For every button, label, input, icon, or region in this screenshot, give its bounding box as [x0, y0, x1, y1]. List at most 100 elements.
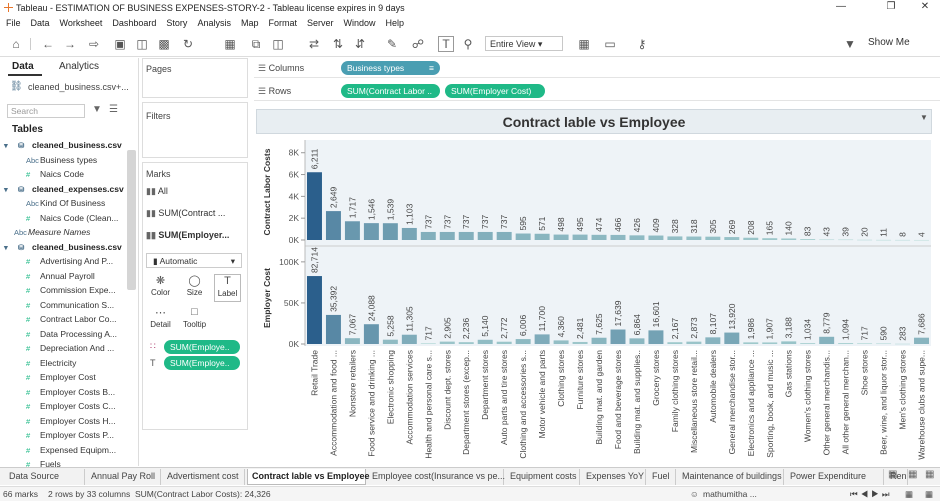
field-item[interactable]: # Depreciation And ... — [26, 343, 114, 357]
pages-card[interactable] — [142, 58, 248, 98]
field-item[interactable]: # Commission Expe... — [26, 285, 116, 299]
sheet-nav-icons[interactable]: ⏮◀▶⏭ — [850, 489, 893, 499]
datasource-name[interactable]: cleaned_business.csv+... — [28, 82, 129, 92]
menu-format[interactable]: Format — [268, 18, 297, 28]
field-item[interactable]: # Annual Payroll — [26, 271, 95, 285]
menu-worksheet[interactable]: Worksheet — [59, 18, 103, 28]
marks-employer[interactable]: ▮▮ SUM(Employer... — [146, 230, 229, 248]
field-item[interactable]: # Communication S... — [26, 300, 114, 314]
menu-server[interactable]: Server — [306, 18, 334, 28]
sort-ascending-icon[interactable]: ⇅ — [332, 37, 344, 51]
clear-sheet-icon[interactable]: ◫ — [272, 37, 284, 51]
refresh-icon[interactable]: ↻ — [182, 37, 194, 51]
tooltip-button[interactable]: □ Tooltip — [181, 306, 208, 334]
presentation-icon[interactable]: ▭ — [604, 37, 616, 51]
field-item[interactable]: # Employer Costs H... — [26, 416, 116, 430]
field-item[interactable]: AbcMeasure Names — [14, 227, 90, 241]
field-item[interactable]: AbcKind Of Business — [26, 198, 105, 212]
tab-data[interactable]: Data — [12, 61, 34, 72]
grid-view-icon[interactable]: ▦ — [905, 489, 914, 499]
field-item[interactable]: # Electricity — [26, 358, 76, 372]
rows-shelf[interactable] — [254, 81, 940, 101]
tab-analytics[interactable]: Analytics — [59, 61, 100, 72]
field-item[interactable]: # Expensed Equipm... — [26, 445, 116, 459]
marks-all[interactable]: ▮▮ All — [146, 186, 168, 204]
new-worksheet-icon[interactable]: ▦ — [224, 37, 236, 51]
menu-window[interactable]: Window — [343, 18, 376, 28]
fit-view-icon[interactable]: ▦ — [578, 37, 590, 51]
sheet-tab[interactable]: Power Expenditure — [786, 469, 884, 485]
swap-icon[interactable]: ⇄ — [308, 37, 320, 51]
data-pane-scrollbar[interactable] — [127, 150, 136, 290]
sheet-tab[interactable]: Advertisment cost — [163, 469, 245, 485]
columns-pill[interactable]: Business types ≡ — [341, 61, 440, 75]
chart[interactable]: 0K 2K 4K 6K 8K Contract Labor Costs 6,211 2,649… — [256, 136, 936, 466]
columns-shelf[interactable] — [254, 58, 940, 78]
new-datasource-icon[interactable]: ◫ — [136, 37, 148, 51]
show-me-button[interactable]: Show Me — [868, 37, 910, 48]
sheet-tab[interactable]: Fuel — [648, 469, 676, 485]
field-item[interactable]: # Naics Code — [26, 169, 84, 183]
restore-icon[interactable]: ❐ — [886, 1, 896, 12]
sheet-tab[interactable]: Equipment costs — [506, 469, 580, 485]
field-item[interactable]: # Employer Costs P... — [26, 430, 114, 444]
marks-contract[interactable]: ▮▮ SUM(Contract ... — [146, 208, 225, 226]
menu-dashboard[interactable]: Dashboard — [112, 18, 157, 28]
chevron-down-icon[interactable]: ▾ — [4, 141, 8, 150]
field-search-input[interactable]: Search — [7, 104, 85, 118]
new-story-tab-icon[interactable]: ▦ — [925, 469, 935, 480]
menu-analysis[interactable]: Analysis — [197, 18, 231, 28]
table-node[interactable]: ▾ ⛁ cleaned_business.csv — [4, 140, 122, 154]
highlight-icon[interactable]: ✎ — [386, 37, 398, 51]
field-item[interactable]: # Fuels — [26, 459, 61, 473]
chevron-down-icon[interactable]: ▾ — [4, 242, 8, 252]
filter-icon[interactable]: ▼ — [92, 104, 102, 115]
menu-data[interactable]: Data — [30, 18, 50, 28]
sheet-tab[interactable]: Expenses YoY — [582, 469, 646, 485]
back-icon[interactable]: ← — [42, 37, 54, 51]
redo-icon[interactable]: ⇨ — [88, 37, 100, 51]
menu-help[interactable]: Help — [385, 18, 405, 28]
field-item[interactable]: # Naics Code (Clean... — [26, 213, 118, 227]
home-icon[interactable]: ⌂ — [12, 37, 20, 51]
field-item[interactable]: # Contract Labor Co... — [26, 314, 117, 328]
color-button[interactable]: ❋ Color — [147, 274, 174, 302]
table-node[interactable]: ▾ ⛁ cleaned_expenses.csv — [4, 184, 124, 198]
fit-dropdown[interactable]: Entire View ▾ — [485, 36, 563, 51]
pin-icon[interactable]: ⚲ — [463, 37, 473, 51]
sheet-tab[interactable]: Contract lable vs Employee — [247, 469, 370, 485]
field-item[interactable]: # Data Processing A... — [26, 329, 117, 343]
field-item[interactable]: AbcBusiness types — [26, 155, 97, 169]
mark-type-dropdown[interactable]: ▮ Automatic ▾ — [146, 253, 242, 268]
menu-map[interactable]: Map — [240, 18, 259, 28]
sheet-tab[interactable]: Maintenance of buildings — [678, 469, 784, 485]
field-item[interactable]: # Advertising And P... — [26, 256, 113, 270]
rows-pill-contract[interactable]: SUM(Contract Labor .. — [341, 84, 440, 98]
color-pill[interactable]: SUM(Employe.. — [164, 340, 240, 354]
forward-icon[interactable]: → — [64, 37, 76, 51]
show-me-icon[interactable]: ▼ — [844, 37, 856, 51]
show-labels-icon[interactable]: T — [438, 36, 454, 52]
save-icon[interactable]: ▣ — [114, 37, 126, 51]
status-user[interactable]: mathumitha ... — [703, 489, 757, 499]
rows-pill-employer[interactable]: SUM(Employer Cost) — [445, 84, 545, 98]
field-item[interactable]: # Employer Costs B... — [26, 387, 115, 401]
sort-descending-icon[interactable]: ⇵ — [354, 37, 366, 51]
size-button[interactable]: ◯ Size — [181, 274, 208, 302]
film-strip-icon[interactable]: ▦ — [925, 489, 934, 499]
chevron-down-icon[interactable]: ▼ — [920, 113, 928, 122]
sheet-tab[interactable]: Data Source — [5, 469, 85, 485]
chevron-down-icon[interactable]: ▾ — [4, 184, 8, 194]
duplicate-icon[interactable]: ⧉ — [251, 36, 261, 51]
pause-updates-icon[interactable]: ▩ — [158, 37, 170, 51]
close-icon[interactable]: ✕ — [920, 1, 930, 12]
menu-file[interactable]: File — [6, 18, 21, 28]
new-dashboard-tab-icon[interactable]: ▦ — [908, 469, 918, 480]
new-worksheet-tab-icon[interactable]: ▦ — [888, 469, 898, 480]
view-options-icon[interactable]: ☰ — [109, 104, 118, 115]
group-icon[interactable]: ☍ — [411, 37, 425, 51]
menu-story[interactable]: Story — [166, 18, 188, 28]
sheet-tab[interactable]: Annual Pay Roll — [87, 469, 161, 485]
table-node[interactable]: ▾ ⛁ cleaned_business.csv — [4, 242, 122, 256]
field-item[interactable]: # Employer Costs C... — [26, 401, 116, 415]
